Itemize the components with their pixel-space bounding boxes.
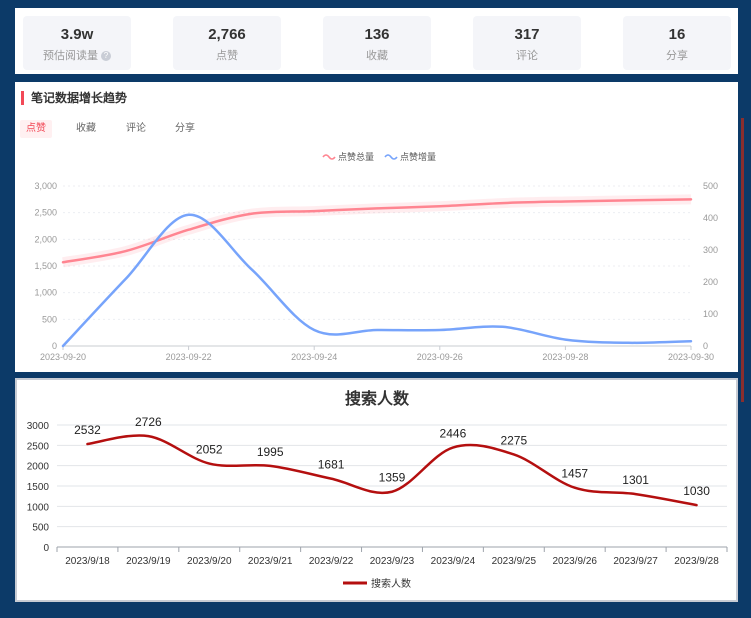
x-tick-label: 2023/9/24 (431, 556, 476, 567)
section-title: 笔记数据增长趋势 (21, 91, 127, 105)
y-tick-label-left: 2,500 (34, 208, 57, 218)
trend-panel: 点赞总量 点赞增量 0 500 1,000 1,500 2,000 2,500 3,000 0 10… (15, 82, 738, 372)
y-tick-label-left: 0 (52, 341, 57, 351)
data-label: 1301 (622, 473, 649, 487)
x-tick-label: 2023-09-26 (417, 352, 463, 362)
data-label: 2532 (74, 423, 101, 437)
data-label: 1995 (257, 445, 284, 459)
help-icon[interactable]: ? (101, 51, 111, 61)
stat-label: 评论 (516, 50, 538, 62)
series-line-search (86, 434, 698, 507)
stat-label: 点赞 (216, 50, 238, 62)
stat-label: 预估阅读量? (23, 47, 131, 63)
stat-label: 收藏 (366, 50, 388, 62)
y-tick-label: 1500 (27, 482, 50, 493)
y-tick-label-right: 300 (703, 245, 718, 255)
y-tick-label-right: 0 (703, 341, 708, 351)
x-tick-label: 2023-09-30 (668, 352, 714, 362)
x-tick-label: 2023/9/28 (674, 556, 719, 567)
data-label: 1681 (318, 458, 345, 472)
stat-value: 16 (668, 26, 686, 43)
chart-title: 搜索人数 (345, 389, 410, 408)
x-tick-label: 2023/9/19 (126, 556, 171, 567)
y-tick-label-left: 2,000 (34, 234, 57, 244)
y-tick-label: 2000 (27, 462, 50, 473)
x-tick-label: 2023-09-24 (291, 352, 337, 362)
stat-value: 2,766 (208, 26, 246, 43)
x-tick-label: 2023/9/25 (492, 556, 537, 567)
y-tick-label-right: 500 (703, 181, 718, 191)
data-label: 2052 (196, 443, 223, 457)
y-tick-label-right: 200 (703, 277, 718, 287)
y-tick-label: 2500 (27, 441, 50, 452)
stat-card-shares: 16 分享 (623, 16, 731, 70)
x-tick-label: 2023/9/26 (552, 556, 597, 567)
data-label: 2446 (440, 427, 467, 441)
y-tick-label: 0 (43, 543, 49, 554)
stat-card-reads: 3.9w 预估阅读量? (23, 16, 131, 70)
x-tick-label: 2023-09-20 (40, 352, 86, 362)
data-label: 2726 (135, 415, 162, 429)
series-line-total-likes (61, 198, 693, 264)
x-tick-label: 2023/9/21 (248, 556, 293, 567)
data-label: 1457 (561, 467, 588, 481)
stat-card-favorites: 136 收藏 (323, 16, 431, 70)
stat-label-text: 预估阅读量 (43, 50, 98, 62)
y-tick-label-right: 400 (703, 213, 718, 223)
trend-chart: 点赞总量 点赞增量 0 500 1,000 1,500 2,000 2,500 3,000 0 10… (34, 151, 718, 362)
x-tick-label: 2023/9/20 (187, 556, 232, 567)
series-line-new-likes (61, 213, 693, 348)
x-tick-label: 2023-09-22 (166, 352, 212, 362)
stat-card-comments: 317 评论 (473, 16, 581, 70)
data-label: 2275 (500, 433, 527, 447)
tab-likes[interactable]: 点赞 (20, 120, 52, 138)
x-tick-label: 2023/9/18 (65, 556, 110, 567)
y-tick-label: 3000 (27, 421, 50, 432)
y-tick-label-left: 1,500 (34, 261, 57, 271)
x-tick-label: 2023/9/27 (613, 556, 658, 567)
x-tick-label: 2023/9/22 (309, 556, 354, 567)
data-label: 1030 (683, 484, 710, 498)
y-tick-label-right: 100 (703, 309, 718, 319)
y-tick-label-left: 1,000 (34, 288, 57, 298)
legend-label: 点赞总量 (338, 151, 374, 162)
search-chart: 搜索人数 0 500 1000 1500 2000 2500 3000 2023/9/18 202… (27, 389, 728, 590)
stat-value: 317 (514, 26, 540, 43)
tab-shares[interactable]: 分享 (175, 123, 195, 134)
x-tick-label: 2023-09-28 (542, 352, 588, 362)
scrollbar-edge[interactable] (741, 118, 744, 402)
y-tick-label-left: 3,000 (34, 181, 57, 191)
data-label: 1359 (379, 471, 406, 485)
legend-marker (322, 154, 336, 160)
stat-card-likes: 2,766 点赞 (173, 16, 281, 70)
y-tick-label: 1000 (27, 502, 50, 513)
tab-comments[interactable]: 评论 (126, 123, 146, 134)
search-panel: 搜索人数 0 500 1000 1500 2000 2500 3000 2023/9/18 202… (15, 378, 738, 602)
tab-favorites[interactable]: 收藏 (76, 123, 96, 134)
legend-marker (384, 154, 398, 160)
stat-value: 3.9w (60, 26, 94, 43)
y-tick-label-left: 500 (42, 314, 57, 324)
legend-label: 点赞增量 (400, 151, 436, 162)
stat-label: 分享 (666, 50, 688, 62)
stats-panel: 3.9w 预估阅读量? 2,766 点赞 136 收藏 317 评论 16 分享 (15, 8, 738, 74)
stat-value: 136 (364, 26, 390, 43)
legend-label: 搜索人数 (371, 577, 411, 590)
x-tick-label: 2023/9/23 (370, 556, 415, 567)
y-tick-label: 500 (32, 523, 49, 534)
